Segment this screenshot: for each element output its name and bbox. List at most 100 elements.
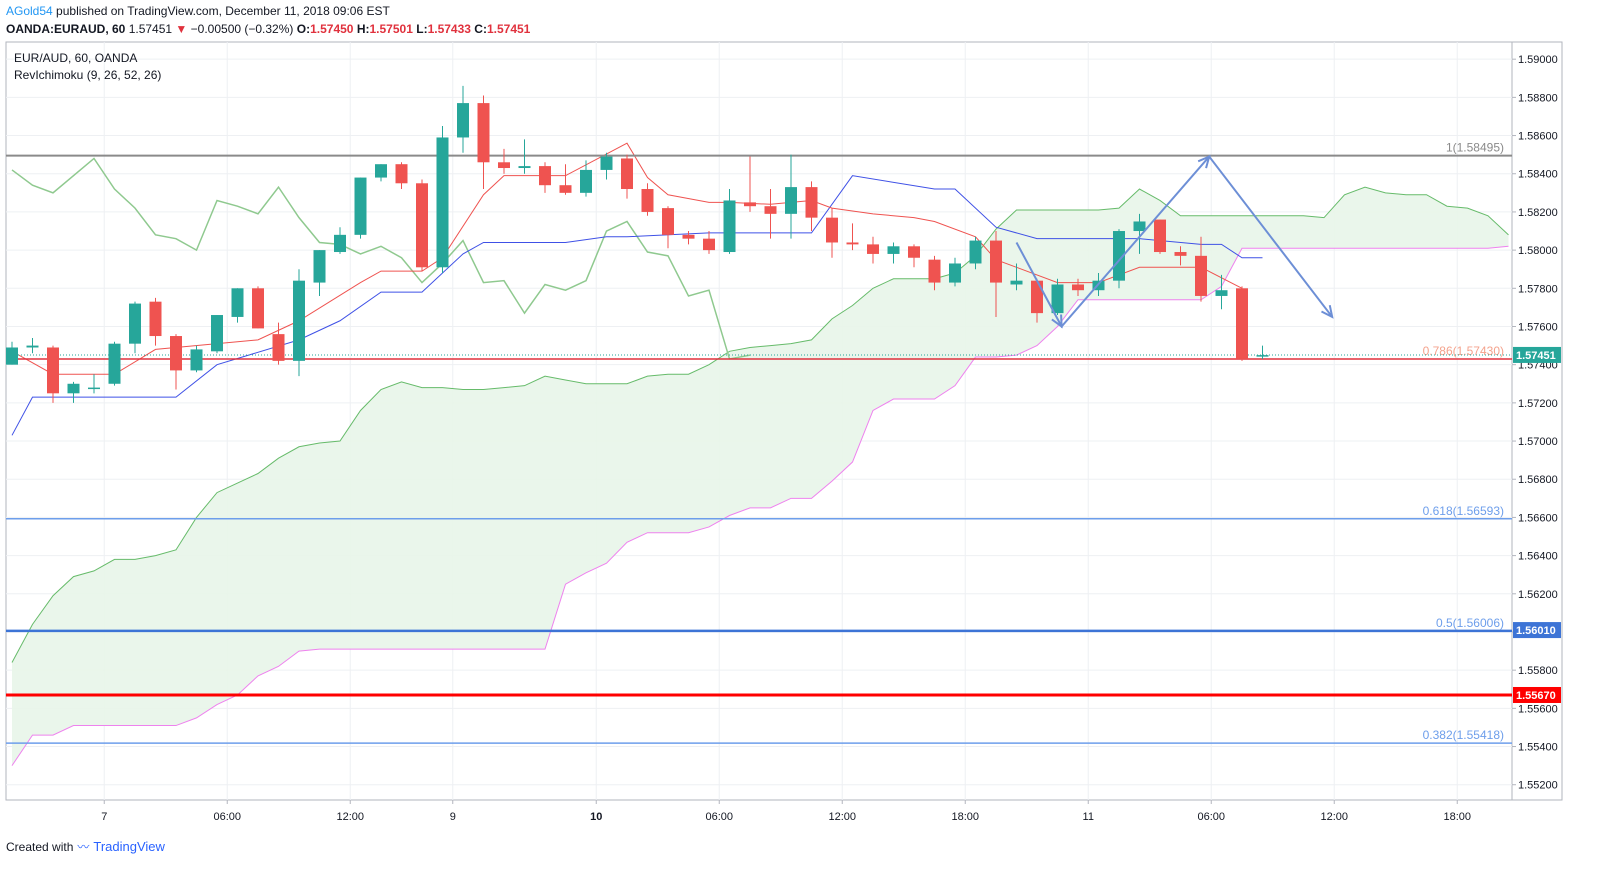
candle-body [682,234,695,239]
ichimoku-cloud [12,187,1509,766]
candle-body [1236,288,1248,359]
candle-body [47,347,59,394]
y-tick-label: 1.56800 [1518,474,1558,486]
candle-body [887,246,900,254]
y-tick-label: 1.55600 [1518,703,1558,715]
candle-body [518,166,531,169]
x-tick-label: 12:00 [336,811,364,823]
tradingview-brand[interactable]: TradingView [93,839,165,854]
candle-body [846,242,859,245]
candle-body [375,164,387,178]
zigzag-line [1015,154,1333,329]
publish-text: published on TradingView.com, December 1… [56,4,390,18]
x-tick-label: 06:00 [1197,811,1225,823]
low-label: L: [416,22,428,36]
candle-body [785,187,797,214]
candle-body [457,103,469,138]
tradingview-logo-icon: 〰 [77,840,90,854]
candle-body [539,166,551,186]
candle-body [170,336,182,371]
candle-body [1010,280,1023,285]
arrowhead [1197,154,1211,169]
candle-body [395,164,408,184]
cloud-fill [12,187,1509,766]
candle-body [641,189,654,212]
candle-body [908,246,920,258]
candle-body [293,280,305,361]
x-tick-label: 7 [101,811,107,823]
candle-body [1051,284,1064,314]
candle-body [867,244,879,254]
candle-body [67,383,80,394]
candle-body [108,343,121,384]
zigzag-drawing[interactable] [1015,154,1334,329]
candle-body [129,303,141,344]
fib-levels: 1(1.58495) 0.786(1.57430) 0.618(1.56593) 0.… [6,141,1512,744]
x-tick-label: 06:00 [213,811,241,823]
candle-body [1154,219,1166,253]
candle-body [252,288,264,329]
down-arrow-icon: ▼ [175,22,188,36]
candle-body [969,240,982,264]
y-tick-label: 1.56600 [1518,512,1558,524]
candle-body [1031,280,1043,314]
chikou-span-line [11,157,751,360]
x-axis-ticks: 7 06:00 12:00 9 10 06:00 12:00 18:00 11 06:00 12:0… [101,800,1471,823]
candle-body [211,315,223,352]
candle-body [559,185,572,193]
author-link[interactable]: AGold54 [6,4,53,18]
price-tag-bg [1513,622,1561,639]
price-axis[interactable] [1511,41,1563,801]
candle-body [149,301,162,337]
candle-body [826,217,838,243]
level-label: 0.618(1.56593) [1423,504,1504,518]
arrowhead [1051,314,1063,329]
y-tick-label: 1.56400 [1518,551,1558,563]
last-price: 1.57451 [128,22,173,36]
high-label: H: [356,22,370,36]
candle-body [1113,231,1125,281]
level-label: 1(1.58495) [1446,141,1504,155]
level-label: 0.382(1.55418) [1423,728,1504,742]
chart-title: EUR/AUD, 60, OANDA [14,51,137,65]
candle-body [1195,255,1207,296]
price-tag-label: 1.55670 [1516,690,1556,702]
candle-body [1256,355,1269,357]
candle-body [272,334,285,361]
candle-body [621,158,633,190]
x-tick-label: 12:00 [1320,811,1348,823]
y-tick-label: 1.56200 [1518,589,1558,601]
price-tags: 1.57451 1.56010 1.55670 [1513,346,1561,703]
y-tick-label: 1.55400 [1518,742,1558,754]
candle-body [928,259,941,283]
level-label: 0.5(1.56006) [1436,616,1504,630]
y-tick-label: 1.57200 [1518,398,1558,410]
level-label: 0.786(1.57430) [1423,344,1504,358]
x-tick-label: 06:00 [705,811,733,823]
y-tick-label: 1.55800 [1518,665,1558,677]
candle-body [88,387,100,390]
x-tick-label: 18:00 [951,811,979,823]
candle-body [26,345,39,348]
y-tick-label: 1.58200 [1518,207,1558,219]
y-tick-label: 1.58600 [1518,131,1558,143]
y-tick-label: 1.58800 [1518,92,1558,104]
x-tick-label: 9 [450,811,456,823]
y-tick-label: 1.58000 [1518,245,1558,257]
y-tick-label: 1.55200 [1518,780,1558,792]
candle-body [498,162,510,169]
price-change: −0.00500 (−0.32%) [190,22,294,36]
candle-body [764,206,777,214]
y-axis-ticks: 1.552001.554001.556001.558001.560001.562… [1512,54,1558,792]
close-label: C: [474,22,487,36]
created-with-text: Created with [6,839,74,854]
candle-body [334,234,346,253]
publish-info: AGold54 published on TradingView.com, De… [6,4,390,18]
candle-body [231,288,244,317]
open-value: 1.57450 [310,22,354,36]
arrowhead [1321,304,1334,319]
candle-body [580,169,592,193]
close-value: 1.57451 [486,22,531,36]
x-tick-label: 12:00 [828,811,856,823]
